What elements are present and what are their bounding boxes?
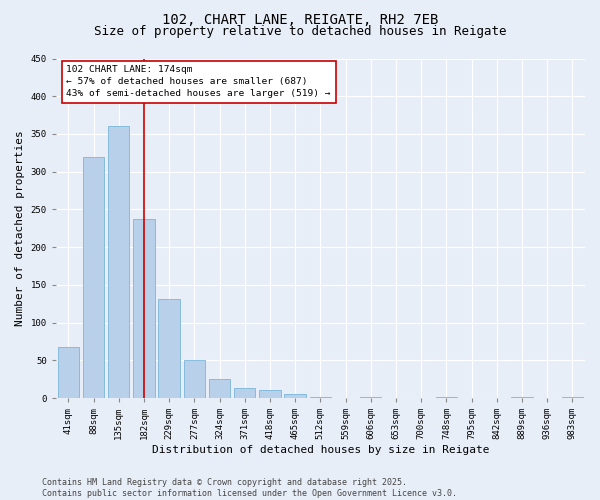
Text: Contains HM Land Registry data © Crown copyright and database right 2025.
Contai: Contains HM Land Registry data © Crown c…: [42, 478, 457, 498]
Bar: [108, 126, 130, 398]
Bar: [83, 156, 104, 398]
Bar: [234, 388, 256, 398]
Text: Size of property relative to detached houses in Reigate: Size of property relative to detached ho…: [94, 25, 506, 38]
Text: 102, CHART LANE, REIGATE, RH2 7EB: 102, CHART LANE, REIGATE, RH2 7EB: [162, 12, 438, 26]
Bar: [184, 360, 205, 398]
Bar: [58, 347, 79, 398]
Bar: [562, 396, 583, 398]
Bar: [310, 396, 331, 398]
Bar: [259, 390, 281, 398]
Bar: [209, 380, 230, 398]
Bar: [158, 300, 180, 398]
X-axis label: Distribution of detached houses by size in Reigate: Distribution of detached houses by size …: [152, 445, 489, 455]
Y-axis label: Number of detached properties: Number of detached properties: [15, 130, 25, 326]
Bar: [133, 218, 155, 398]
Bar: [284, 394, 306, 398]
Text: 102 CHART LANE: 174sqm
← 57% of detached houses are smaller (687)
43% of semi-de: 102 CHART LANE: 174sqm ← 57% of detached…: [66, 66, 331, 98]
